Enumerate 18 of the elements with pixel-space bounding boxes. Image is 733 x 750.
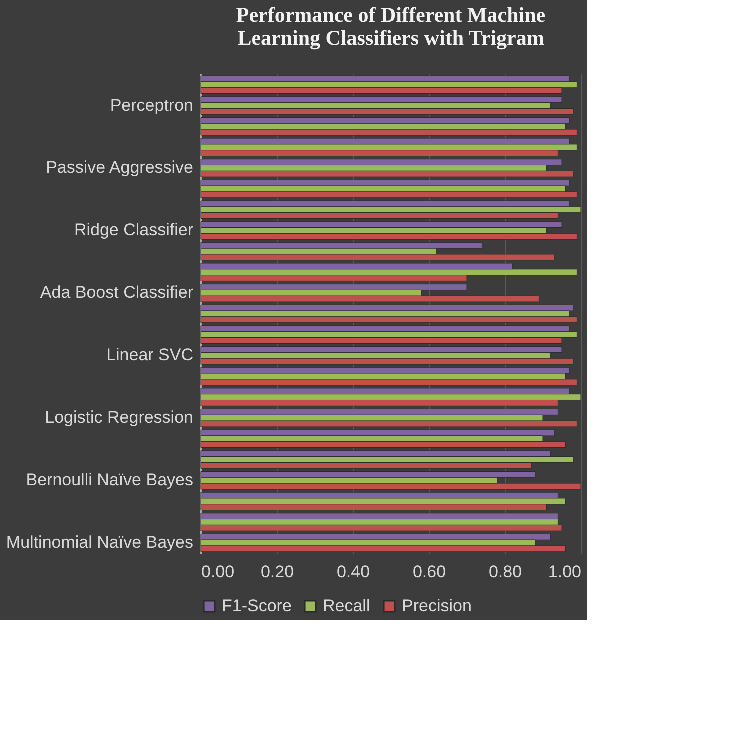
- y-tick-label: Linear SVC: [106, 346, 194, 365]
- y-tick-label: Passive Aggressive: [46, 158, 194, 178]
- chart-title: Performance of Different Machine Learning Classifiers with Trigram: [236, 3, 546, 50]
- y-tick-label: Ada Boost Classifier: [40, 283, 194, 302]
- y-tick-label: Logistic Regression: [45, 408, 194, 428]
- x-tick-label: 0.40: [336, 562, 370, 582]
- y-tick-label: Multinomial Naïve Bayes: [6, 533, 194, 552]
- x-tick-label: 0.60: [412, 562, 446, 582]
- x-tick-label: 0.80: [488, 562, 522, 582]
- legend-label: Recall: [323, 596, 370, 616]
- y-tick-label: Perceptron: [110, 96, 194, 115]
- legend-label: Precision: [402, 596, 472, 616]
- y-tick-label: Ridge Classifier: [74, 220, 194, 240]
- x-tick-label: 0.20: [260, 562, 294, 582]
- x-tick-label: 0.00: [202, 562, 235, 582]
- legend-label: F1-Score: [222, 596, 292, 616]
- y-tick-label: Bernoulli Naïve Bayes: [26, 470, 194, 490]
- x-tick-label: 1.00: [548, 562, 582, 582]
